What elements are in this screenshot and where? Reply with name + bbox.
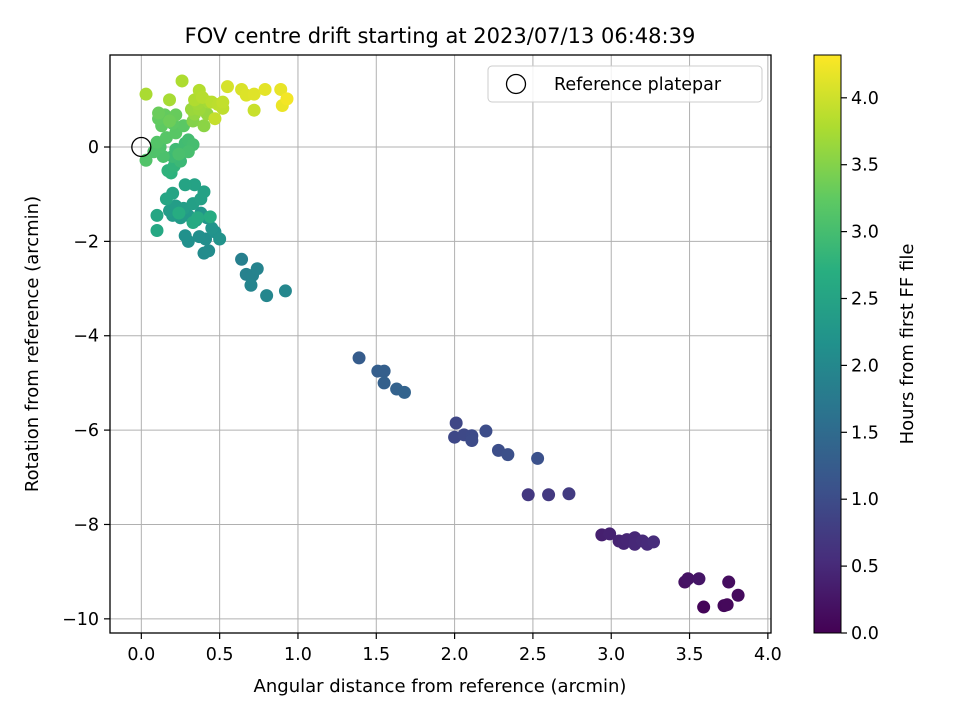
- legend: Reference platepar: [487, 65, 763, 103]
- legend-box: [487, 65, 763, 103]
- data-point: [205, 221, 219, 235]
- data-point: [235, 252, 249, 266]
- colorbar-tick-label: 3.0: [851, 223, 879, 243]
- data-point: [216, 95, 230, 109]
- data-point: [188, 178, 202, 192]
- data-point: [247, 103, 261, 117]
- x-tick-label: 0.0: [127, 645, 155, 665]
- data-point: [274, 82, 288, 96]
- chart-title: FOV centre drift starting at 2023/07/13 …: [185, 24, 696, 48]
- data-point: [542, 488, 556, 502]
- data-point: [247, 87, 261, 101]
- reference-platepar-marker: [131, 136, 152, 158]
- y-tick-label: −2: [73, 232, 99, 252]
- colorbar-label: Hours from first FF file: [897, 244, 918, 445]
- data-point: [562, 487, 576, 501]
- data-point: [377, 364, 391, 378]
- data-point: [178, 229, 192, 243]
- data-point: [197, 119, 211, 133]
- data-point: [172, 147, 186, 161]
- data-point: [720, 598, 734, 612]
- data-point: [250, 262, 264, 276]
- colorbar-tick-label: 1.0: [851, 490, 879, 510]
- data-point: [178, 178, 192, 192]
- colorbar-tick-label: 0.0: [851, 624, 879, 644]
- x-tick-label: 3.0: [597, 645, 625, 665]
- y-axis-ticks: 0 −2 −4 −6 −8 −10: [62, 138, 110, 630]
- data-point: [163, 114, 177, 128]
- y-axis-label: Rotation from reference (arcmin): [22, 196, 43, 492]
- data-point: [172, 206, 186, 220]
- data-point: [258, 82, 272, 96]
- colorbar-tick-label: 4.0: [851, 89, 879, 109]
- data-point: [139, 87, 153, 101]
- colorbar-tick-label: 1.5: [851, 423, 879, 443]
- data-point: [213, 232, 227, 246]
- data-point: [163, 93, 177, 107]
- data-point: [449, 416, 463, 430]
- x-tick-label: 1.0: [284, 645, 312, 665]
- y-tick-label: −10: [62, 610, 99, 630]
- x-tick-label: 3.5: [676, 645, 704, 665]
- y-tick-label: −8: [73, 515, 99, 535]
- data-point: [278, 284, 292, 298]
- data-point: [377, 376, 391, 390]
- data-point: [260, 289, 274, 303]
- data-point: [150, 208, 164, 222]
- data-point: [731, 588, 745, 602]
- colorbar: [813, 54, 842, 634]
- data-point: [352, 351, 366, 365]
- data-point: [152, 106, 166, 120]
- y-tick-label: −4: [73, 327, 99, 347]
- y-tick-label: −6: [73, 421, 99, 441]
- x-tick-label: 0.5: [206, 645, 234, 665]
- data-point: [465, 433, 479, 447]
- data-point: [191, 211, 205, 225]
- data-point: [244, 278, 258, 292]
- x-axis-label: Angular distance from reference (arcmin): [254, 676, 627, 697]
- plot-frame: [109, 54, 772, 634]
- data-point: [220, 80, 234, 94]
- data-point: [208, 112, 222, 126]
- legend-marker-icon: [505, 73, 527, 95]
- data-point: [479, 424, 493, 438]
- data-point: [280, 92, 294, 106]
- data-point: [722, 575, 736, 589]
- data-point: [692, 572, 706, 586]
- data-point: [159, 192, 173, 206]
- x-axis-ticks: 0.0 0.5 1.0 1.5 2.0 2.5 3.0 3.5 4.0: [127, 633, 782, 665]
- data-point: [192, 230, 206, 244]
- data-point: [647, 535, 661, 549]
- data-point: [150, 224, 164, 238]
- legend-entry-reference: Reference platepar: [554, 75, 722, 95]
- data-point: [521, 488, 535, 502]
- data-point: [397, 385, 411, 399]
- x-tick-label: 2.0: [441, 645, 469, 665]
- colorbar-ticks: 0.0 0.5 1.0 1.5 2.0 2.5 3.0 3.5 4.0: [841, 89, 879, 644]
- y-tick-label: 0: [88, 138, 99, 158]
- data-point: [697, 600, 711, 614]
- reference-marker-layer: [131, 136, 152, 158]
- colorbar-tick-label: 2.5: [851, 290, 879, 310]
- x-tick-label: 1.5: [362, 645, 390, 665]
- data-point: [202, 244, 216, 258]
- data-points: [139, 74, 745, 614]
- x-tick-label: 2.5: [519, 645, 547, 665]
- grid: [110, 55, 771, 633]
- data-point: [175, 74, 189, 88]
- data-point: [501, 448, 515, 462]
- colorbar-tick-label: 2.0: [851, 356, 879, 376]
- data-point: [603, 527, 617, 541]
- data-point: [203, 210, 217, 224]
- colorbar-tick-label: 0.5: [851, 557, 879, 577]
- x-tick-label: 4.0: [754, 645, 782, 665]
- data-point: [681, 572, 695, 586]
- data-point: [197, 185, 211, 199]
- data-point: [531, 451, 545, 465]
- colorbar-tick-label: 3.5: [851, 156, 879, 176]
